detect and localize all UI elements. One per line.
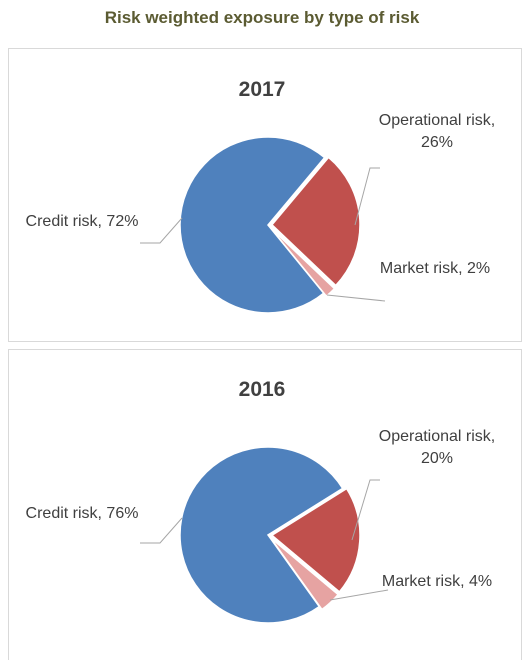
leader-line [326,294,386,302]
chart-panel [8,48,522,342]
chart-panel [8,349,522,660]
data-label: Market risk, 4% [381,573,493,590]
data-label: Market risk, 2% [379,260,491,277]
pie-slice [270,227,336,298]
data-label: Operational risk, 20% [378,428,496,467]
data-label: Operational risk, 26% [378,112,496,151]
page-title: Risk weighted exposure by type of risk [104,8,420,27]
leader-line [329,589,389,601]
leader-line [351,479,380,541]
pie-slice [270,156,361,287]
chart-title: 2016 [238,378,286,401]
pie-slice [179,136,326,314]
data-label: Credit risk, 76% [25,505,139,522]
chart-title: 2017 [238,78,286,101]
pie-slice [270,537,340,611]
leader-line [140,217,183,244]
leader-line [354,167,380,226]
pie-slice [270,487,361,593]
leader-line [140,517,183,544]
data-label: Credit risk, 72% [25,213,139,230]
